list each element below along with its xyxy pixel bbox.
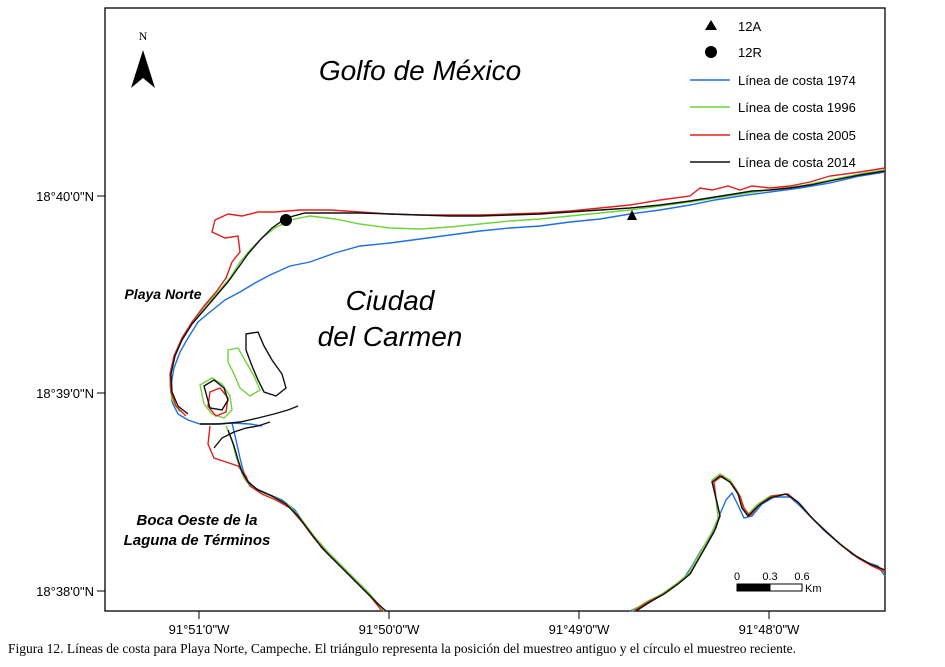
inlet-label-line2: Laguna de Términos	[124, 532, 271, 549]
x-tick-label: 91°49'0"W	[549, 622, 610, 637]
scale-bar: 0 0.3 0.6 Km	[734, 571, 822, 595]
coastline-1974	[170, 171, 886, 427]
coastline-2014-inner-channel	[213, 421, 271, 449]
sampling-point-12r	[280, 214, 292, 226]
coastlines	[169, 167, 886, 612]
x-tick-label: 91°51'0"W	[169, 622, 230, 637]
figure-caption: Figura 12. Líneas de costa para Playa No…	[8, 641, 796, 656]
coastline-2014-hook-inner	[227, 347, 261, 397]
coastline-2014-islet	[203, 379, 229, 411]
sampling-point-12a	[627, 210, 637, 220]
city-label-line1: Ciudad	[346, 285, 436, 316]
coastline-2005-islet	[207, 387, 229, 417]
legend-label-2005: Línea de costa 2005	[738, 128, 856, 143]
legend-label-12a: 12A	[738, 19, 761, 34]
inlet-label-line1: Boca Oeste de la	[137, 512, 258, 529]
scale-tick-0: 0	[734, 571, 740, 583]
legend-label-12r: 12R	[738, 45, 762, 60]
sea-label: Golfo de México	[319, 55, 521, 86]
coastline-2014-east	[635, 475, 886, 612]
city-label-line2: del Carmen	[318, 321, 463, 352]
coastline-2014-hook	[245, 331, 287, 397]
coastline-2005	[169, 167, 886, 417]
north-arrow-left-icon	[131, 50, 143, 88]
beach-label: Playa Norte	[124, 286, 201, 302]
x-tick-label: 91°50'0"W	[359, 622, 420, 637]
scale-unit: Km	[805, 583, 822, 595]
scale-segment-dark	[736, 583, 771, 592]
legend: 12A 12R Línea de costa 1974 Línea de cos…	[690, 19, 856, 170]
north-arrow-right-icon	[143, 50, 155, 88]
north-arrow: N	[131, 29, 155, 88]
coastline-2014-spit	[200, 405, 299, 425]
x-tick-label: 91°48'0"W	[739, 622, 800, 637]
scale-tick-1: 0.3	[762, 571, 777, 583]
y-axis: 18°40'0"N 18°39'0"N 18°38'0"N	[36, 189, 105, 599]
north-label: N	[139, 29, 148, 43]
coastline-2014-inlet	[227, 429, 387, 612]
legend-label-2014: Línea de costa 2014	[738, 155, 856, 170]
legend-triangle-icon	[705, 20, 717, 30]
y-tick-label: 18°38'0"N	[36, 584, 94, 599]
scale-segment-light	[769, 583, 803, 592]
x-axis: 91°51'0"W 91°50'0"W 91°49'0"W 91°48'0"W	[169, 611, 800, 637]
y-tick-label: 18°39'0"N	[36, 386, 94, 401]
legend-label-1974: Línea de costa 1974	[738, 73, 856, 88]
legend-label-1996: Línea de costa 1996	[738, 100, 856, 115]
y-tick-label: 18°40'0"N	[36, 189, 94, 204]
coastline-1996-islet	[199, 377, 233, 419]
scale-tick-2: 0.6	[794, 571, 809, 583]
legend-circle-icon	[705, 46, 717, 58]
coastline-2014	[170, 170, 886, 415]
